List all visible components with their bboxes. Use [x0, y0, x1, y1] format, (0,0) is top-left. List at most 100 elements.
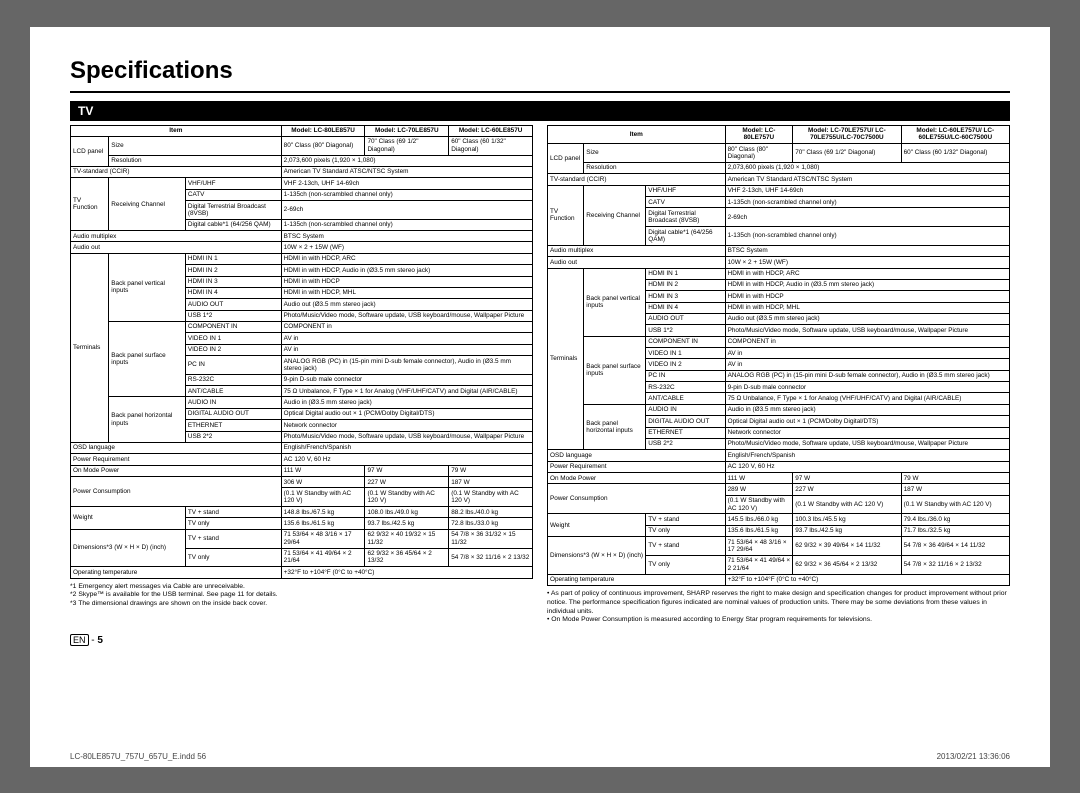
- t1-d70o: 62 9/32 × 36 45/64 × 2 13/32: [365, 548, 449, 567]
- t2-preq-v: AC 120 V, 60 Hz: [725, 461, 1009, 472]
- t2-w60o: 71.7 lbs./32.5 kg: [901, 525, 1009, 536]
- t1-pcin-v: ANALOG RGB (PC) in (15-pin mini D-sub fe…: [281, 356, 532, 375]
- t1-audout: AUDIO OUT: [185, 299, 281, 310]
- t1-dst: TV + stand: [185, 529, 281, 548]
- title-rule: [70, 91, 1010, 93]
- t2-w70o: 93.7 lbs./42.5 kg: [793, 525, 901, 536]
- t1-tvstd: TV-standard (CCIR): [71, 166, 282, 177]
- t1-vid2: VIDEO IN 2: [185, 344, 281, 355]
- t2-ant-v: 75 Ω Unbalance, F Type × 1 for Analog (V…: [725, 393, 1009, 404]
- t1-w80s: 148.8 lbs./67.5 kg: [281, 507, 365, 518]
- indd-file: LC-80LE857U_757U_657U_E.indd 56: [70, 752, 206, 761]
- t1-onp70: 97 W: [365, 465, 449, 476]
- t1-aout-v: 10W × 2 + 15W (WF): [281, 242, 532, 253]
- t2-hdmi3: HDMI IN 3: [646, 291, 725, 302]
- t1-h-m3: Model: LC-60LE857U: [449, 125, 533, 136]
- t1-w70s: 108.0 lbs./49.0 kg: [365, 507, 449, 518]
- t1-res: Resolution: [109, 155, 281, 166]
- t2-vhf-v: VHF 2-13ch, UHF 14-69ch: [725, 185, 1009, 196]
- t2-bps: Back panel surface inputs: [584, 336, 646, 404]
- t1-vhf-v: VHF 2-13ch, UHF 14-69ch: [281, 178, 532, 189]
- t1-usb1-v: Photo/Music/Video mode, Software update,…: [281, 310, 532, 321]
- t1-dao-v: Optical Digital audio out × 1 (PCM/Dolby…: [281, 408, 532, 419]
- t1-osd: OSD language: [71, 442, 282, 453]
- t1-ant-v: 75 Ω Unbalance, F Type × 1 for Analog (V…: [281, 386, 532, 397]
- t1-vid2-v: AV in: [281, 344, 532, 355]
- t2-lcd: LCD panel: [548, 144, 584, 174]
- t2-tvstd-v: American TV Standard ATSC/NTSC System: [725, 174, 1009, 185]
- t2-audout: AUDIO OUT: [646, 313, 725, 324]
- t2-hdmi1-v: HDMI in with HDCP, ARC: [725, 268, 1009, 279]
- t1-dcab: Digital cable*1 (64/256 QAM): [185, 219, 281, 230]
- t1-pcin: PC IN: [185, 356, 281, 375]
- t2-comp-v: COMPONENT in: [725, 336, 1009, 347]
- t2-hdmi3-v: HDMI in with HDCP: [725, 291, 1009, 302]
- t1-osd-v: English/French/Spanish: [281, 442, 532, 453]
- t2-eth-v: Network connector: [725, 427, 1009, 438]
- t2-vid1: VIDEO IN 1: [646, 348, 725, 359]
- t1-term: Terminals: [71, 253, 109, 442]
- t1-pc60: 187 W: [449, 477, 533, 488]
- t2-catv-v: 1-135ch (non-scrambled channel only): [725, 197, 1009, 208]
- t2-tvstd: TV-standard (CCIR): [548, 174, 726, 185]
- left-col: Item Model: LC-80LE857U Model: LC-70LE85…: [70, 125, 533, 626]
- t1-d60s: 54 7/8 × 36 31/32 × 15 11/32: [449, 529, 533, 548]
- t1-vid1-v: AV in: [281, 333, 532, 344]
- t2-size80: 80" Class (80" Diagonal): [725, 144, 793, 163]
- spec-table-1: Item Model: LC-80LE857U Model: LC-70LE85…: [70, 125, 533, 579]
- t1-w70o: 93.7 lbs./42.5 kg: [365, 518, 449, 529]
- t1-h-item: Item: [71, 125, 282, 136]
- right-col: Item Model: LC-80LE757U Model: LC-70LE75…: [547, 125, 1010, 626]
- t2-d70o: 62 9/32 × 36 45/64 × 2 13/32: [793, 555, 901, 574]
- t2-pcons: Power Consumption: [548, 484, 726, 514]
- t1-hdmi1: HDMI IN 1: [185, 253, 281, 264]
- t2-hdmi2-v: HDMI in with HDCP, Audio in (Ø3.5 mm ste…: [725, 279, 1009, 290]
- t1-vhf: VHF/UHF: [185, 178, 281, 189]
- t1-hdmi1-v: HDMI in with HDCP, ARC: [281, 253, 532, 264]
- t2-onp70: 97 W: [793, 473, 901, 484]
- t1-usb1: USB 1*2: [185, 310, 281, 321]
- t2-catv: CATV: [646, 197, 725, 208]
- t2-onp80: 111 W: [725, 473, 793, 484]
- page-number: EN - 5: [70, 635, 1010, 646]
- t2-ot-v: +32°F to +104°F (0°C to +40°C): [725, 574, 1009, 585]
- t1-size70: 70" Class (69 1/2" Diagonal): [365, 136, 449, 155]
- t2-bph: Back panel horizontal inputs: [584, 404, 646, 449]
- t2-usb1: USB 1*2: [646, 325, 725, 336]
- t2-pc80: 289 W: [725, 484, 793, 495]
- t2-pcin-v: ANALOG RGB (PC) in (15-pin mini D-sub fe…: [725, 370, 1009, 381]
- t1-sb3: (0.1 W Standby with AC 120 V): [449, 488, 533, 507]
- t1-size80: 80" Class (80" Diagonal): [281, 136, 365, 155]
- t1-pc80: 306 W: [281, 477, 365, 488]
- t1-aio-v: Audio in (Ø3.5 mm stereo jack): [281, 397, 532, 408]
- t2-ant: ANT/CABLE: [646, 393, 725, 404]
- t1-hdmi4-v: HDMI in with HDCP, MHL: [281, 287, 532, 298]
- t1-hdmi3-v: HDMI in with HDCP: [281, 276, 532, 287]
- t2-eth: ETHERNET: [646, 427, 725, 438]
- t2-sb3: (0.1 W Standby with AC 120 V): [901, 495, 1009, 514]
- t1-recv: Receiving Channel: [109, 178, 186, 231]
- t2-h-item: Item: [548, 125, 726, 144]
- t2-h-m2: Model: LC-70LE757U/ LC-70LE755U/LC-70C75…: [793, 125, 901, 144]
- t2-hdmi4: HDMI IN 4: [646, 302, 725, 313]
- t2-vid1-v: AV in: [725, 348, 1009, 359]
- t1-preq: Power Requirement: [71, 454, 282, 465]
- t2-hdmi1: HDMI IN 1: [646, 268, 725, 279]
- t2-term: Terminals: [548, 268, 584, 450]
- t1-catv-v: 1-135ch (non-scrambled channel only): [281, 189, 532, 200]
- t1-tvstd-v: American TV Standard ATSC/NTSC System: [281, 166, 532, 177]
- t1-h-m2: Model: LC-70LE857U: [365, 125, 449, 136]
- t2-dtb: Digital Terrestrial Broadcast (8VSB): [646, 208, 725, 227]
- t1-ot-v: +32°F to +104°F (0°C to +40°C): [281, 567, 532, 578]
- t2-sb2: (0.1 W Standby with AC 120 V): [793, 495, 901, 514]
- t1-onp80: 111 W: [281, 465, 365, 476]
- t1-hdmi3: HDMI IN 3: [185, 276, 281, 287]
- t2-vhf: VHF/UHF: [646, 185, 725, 196]
- t2-preq: Power Requirement: [548, 461, 726, 472]
- t2-wst: TV + stand: [646, 514, 725, 525]
- page-num: 5: [97, 635, 103, 646]
- t2-aout-v: 10W × 2 + 15W (WF): [725, 257, 1009, 268]
- t1-w60s: 88.2 lbs./40.0 kg: [449, 507, 533, 518]
- t1-onp60: 79 W: [449, 465, 533, 476]
- t2-hdmi4-v: HDMI in with HDCP, MHL: [725, 302, 1009, 313]
